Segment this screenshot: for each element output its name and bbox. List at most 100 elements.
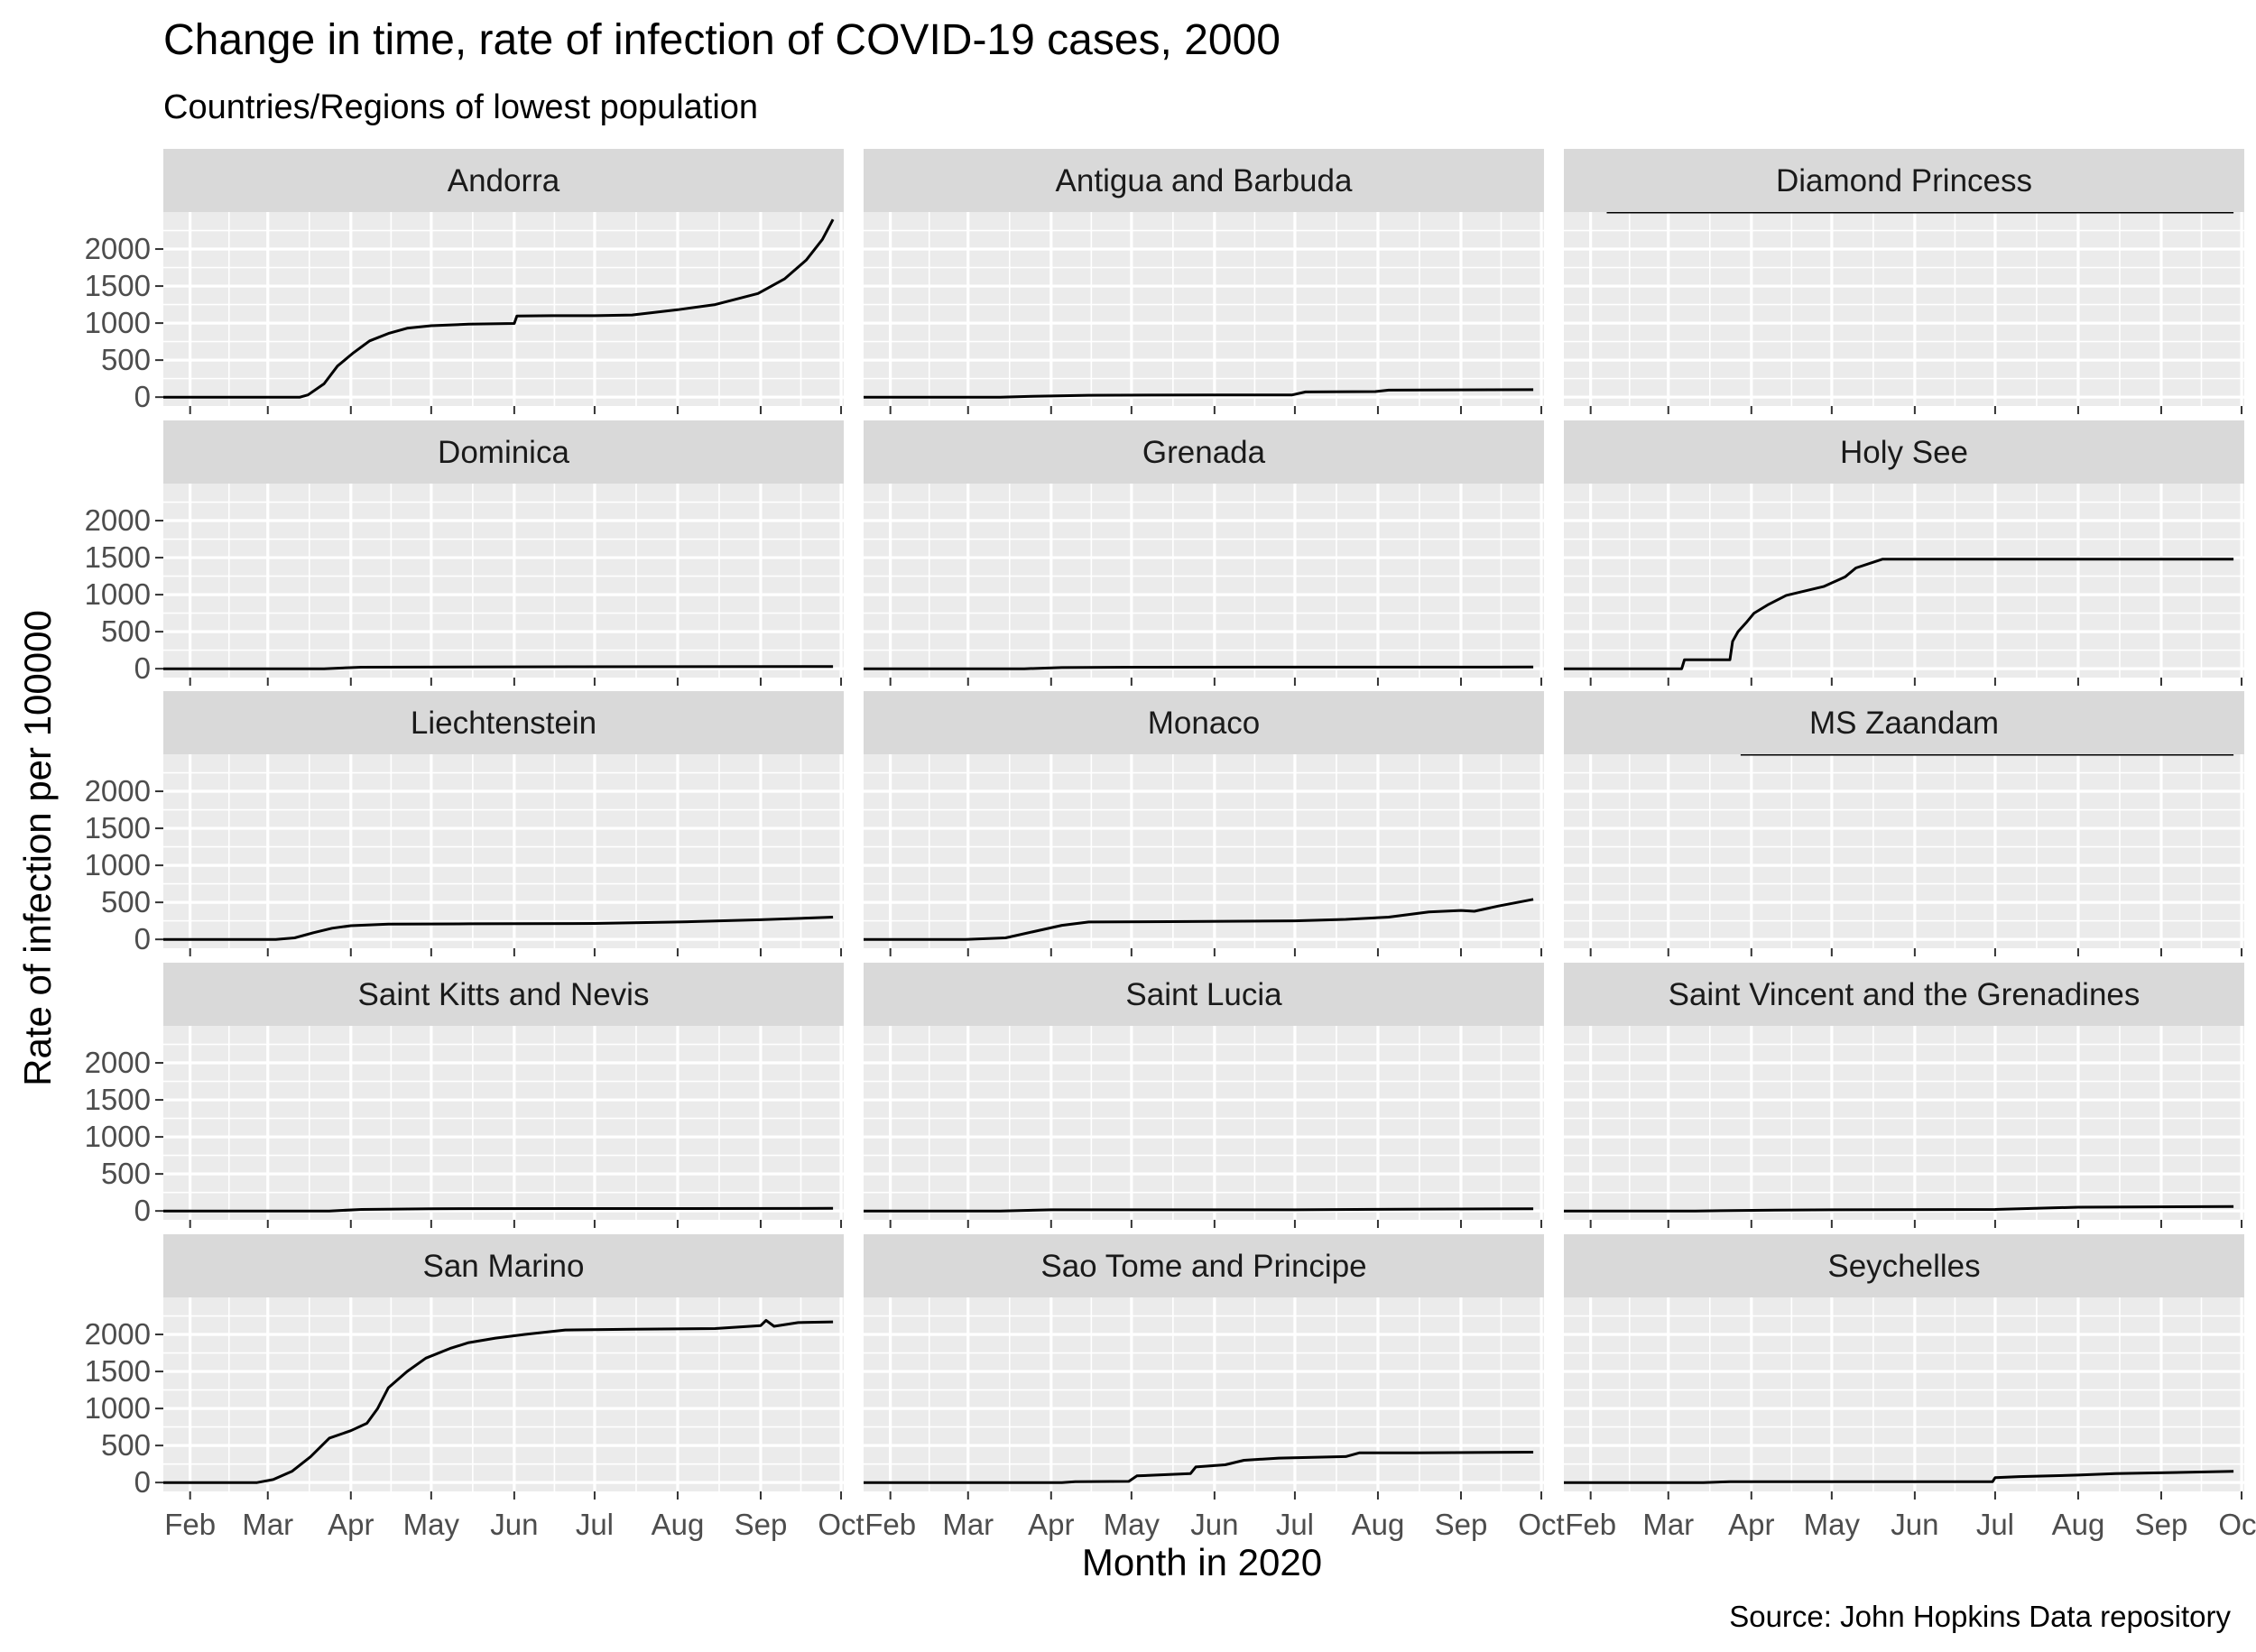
facet-panel: Diamond Princess [1564,149,2244,414]
facet-panel: Antigua and Barbuda [864,149,1544,414]
y-tick-label: 0 [134,651,151,685]
x-tick-label: Apr [328,1508,374,1541]
series-line [163,916,834,941]
x-tick-label: May [403,1508,460,1541]
y-tick-label: 2000 [85,503,151,537]
x-tick-label: Jun [490,1508,538,1541]
y-tick-label: 0 [134,922,151,955]
facet-strip-label: Seychelles [1827,1249,1980,1284]
source-caption: Source: John Hopkins Data repository [1729,1600,2231,1633]
plot-background [163,212,844,406]
facet-strip [864,691,1544,754]
facet-strip-label: Diamond Princess [1776,163,2032,198]
facet-panel: Seychelles Feb Mar Apr May Jun Jul Aug Sep Oct [1564,1234,2256,1541]
y-axis-title: Rate of infection per 100000 [16,610,59,1086]
series-line [864,898,1534,941]
y-tick-label: 1500 [85,540,151,574]
gridlines [163,212,844,406]
y-tick-label: 500 [101,343,151,376]
gridlines [1564,1297,2244,1491]
x-tick-label: Mar [942,1508,994,1541]
x-tick-label: Apr [1028,1508,1074,1541]
facet-strip [163,149,844,212]
y-tick-label: 2000 [85,1317,151,1351]
plot-background [864,1297,1544,1491]
x-tick-label: Oct [2218,1508,2256,1541]
facet-strip [163,963,844,1026]
x-tick-label: Jun [1190,1508,1238,1541]
series-line [1564,1470,2234,1484]
y-tick-label: 1500 [85,811,151,844]
plot-background [1564,1297,2244,1491]
y-tick-label: 500 [101,885,151,918]
y-tick-label: 500 [101,1157,151,1190]
y-tick-label: 1500 [85,269,151,302]
plot-background [864,754,1544,948]
x-tick-label: Jul [1276,1508,1314,1541]
facet-panel: Saint Vincent and the Grenadines [1564,963,2244,1228]
facet-panel: Sao Tome and Principe Feb Mar Apr May Jun Jul A… [864,1234,1565,1541]
facet-strip-label: San Marino [423,1249,585,1284]
series-line [864,388,1534,399]
facet-strip [1564,691,2244,754]
y-tick-label: 1000 [85,577,151,611]
series-line [163,1318,834,1484]
y-tick-label: 1500 [85,1354,151,1388]
facet-strip-label: Andorra [448,163,560,198]
x-axis-title: Month in 2020 [1082,1541,1322,1583]
facet-strip [864,963,1544,1026]
y-tick-label: 0 [134,1465,151,1499]
x-tick-label: Sep [735,1508,788,1541]
plot-background [864,1026,1544,1220]
facet-strip-label: Grenada [1142,435,1266,470]
facet-strip-label: Saint Kitts and Nevis [358,977,650,1012]
facet-strip-label: Antigua and Barbuda [1056,163,1353,198]
y-tick-label: 500 [101,614,151,648]
plot-background [1564,212,2244,406]
facet-strip [163,691,844,754]
x-tick-label: Apr [1728,1508,1774,1541]
facet-panel: Monaco [864,691,1544,956]
facet-strip-label: Liechtenstein [411,706,596,741]
plot-background [163,1026,844,1220]
facet-strip [1564,149,2244,212]
plot-background [163,484,844,678]
y-tick-label: 1500 [85,1083,151,1116]
facet-strip [864,420,1544,484]
x-tick-label: May [1104,1508,1160,1541]
y-tick-label: 1000 [85,848,151,881]
series-line [163,665,834,670]
facet-strip-label: Sao Tome and Principe [1040,1249,1366,1284]
chart-subtitle: Countries/Regions of lowest population [163,88,758,126]
facet-strip [163,1234,844,1297]
y-tick-label: 500 [101,1428,151,1462]
y-tick-label: 2000 [85,1046,151,1079]
series-line [163,1206,834,1213]
series-line [864,665,1534,670]
x-tick-label: Jun [1891,1508,1938,1541]
chart-title: Change in time, rate of infection of COV… [163,16,1281,64]
series-line [1564,1204,2234,1213]
y-tick-label: 2000 [85,232,151,265]
plot-background [864,484,1544,678]
gridlines [1564,1026,2244,1220]
plot-background [163,1297,844,1491]
plot-background [1564,1026,2244,1220]
x-tick-label: Sep [2135,1508,2188,1541]
gridlines [1564,754,2244,948]
facet-panel: Saint Lucia [864,963,1544,1228]
gridlines [163,484,844,678]
facet-strip [1564,1234,2244,1297]
y-tick-label: 1000 [85,1120,151,1153]
facet-strip [864,149,1544,212]
facet-strip [864,1234,1544,1297]
x-tick-label: Oct [1518,1508,1564,1541]
y-tick-label: 1000 [85,1391,151,1425]
facet-panel: Saint Kitts and Nevis 0 500 1000 1500 2000 [85,963,844,1228]
plot-background [1564,484,2244,678]
